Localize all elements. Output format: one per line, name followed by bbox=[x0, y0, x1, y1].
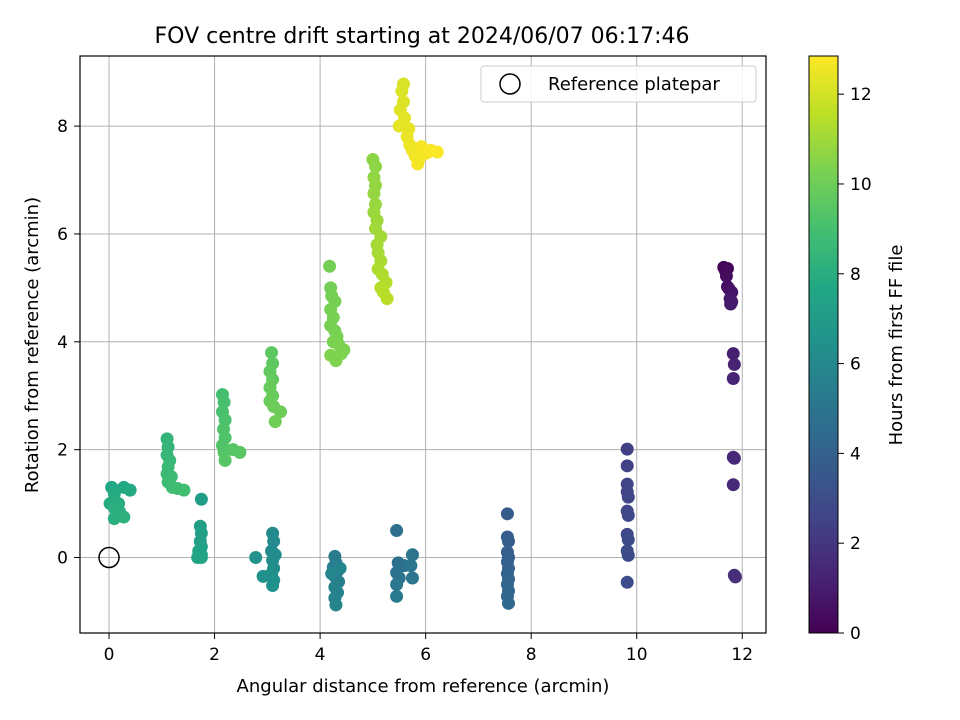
data-point bbox=[621, 490, 635, 504]
x-axis-ticks: 0 2 4 6 8 10 12 bbox=[104, 633, 753, 665]
y-axis-ticks: 0 2 4 6 8 bbox=[57, 117, 80, 569]
data-points bbox=[98, 77, 742, 612]
data-point bbox=[367, 187, 381, 201]
colorbar-ticks: 0 2 4 6 8 10 12 bbox=[838, 85, 872, 644]
data-point bbox=[620, 459, 634, 473]
y-axis-label: Rotation from reference (arcmin) bbox=[22, 197, 43, 493]
data-point bbox=[411, 157, 425, 171]
data-point bbox=[249, 551, 263, 565]
colorbar-tick-label: 10 bbox=[850, 175, 872, 195]
data-point bbox=[390, 524, 404, 538]
y-tick-label: 2 bbox=[57, 441, 68, 461]
x-tick-label: 12 bbox=[731, 645, 753, 665]
x-tick-label: 10 bbox=[626, 645, 648, 665]
reference-platepar-marker bbox=[98, 546, 120, 569]
grid-lines bbox=[80, 56, 766, 633]
x-tick-label: 0 bbox=[104, 645, 115, 665]
data-point bbox=[268, 415, 282, 429]
x-tick-label: 6 bbox=[420, 645, 431, 665]
y-tick-label: 8 bbox=[57, 117, 68, 137]
data-point bbox=[380, 292, 394, 306]
data-point bbox=[218, 453, 232, 467]
data-point bbox=[123, 483, 137, 497]
data-point bbox=[621, 548, 635, 562]
data-point bbox=[501, 534, 515, 548]
data-point bbox=[405, 548, 419, 562]
y-tick-label: 4 bbox=[57, 333, 68, 353]
data-point bbox=[395, 84, 409, 98]
colorbar-tick-label: 2 bbox=[850, 534, 861, 554]
plot-frame bbox=[79, 55, 767, 634]
colorbar-label: Hours from first FF file bbox=[886, 245, 907, 446]
data-point bbox=[265, 346, 279, 360]
data-point bbox=[256, 569, 270, 583]
x-axis-label: Angular distance from reference (arcmin) bbox=[237, 676, 610, 697]
data-point bbox=[117, 510, 131, 524]
data-point bbox=[369, 160, 383, 174]
colorbar-tick-label: 0 bbox=[850, 624, 861, 644]
colorbar-tick-label: 6 bbox=[850, 355, 861, 375]
data-point bbox=[233, 445, 247, 459]
data-point bbox=[724, 297, 738, 311]
y-tick-label: 0 bbox=[57, 549, 68, 569]
data-point bbox=[727, 357, 741, 371]
data-point bbox=[727, 451, 741, 465]
data-point bbox=[274, 405, 288, 419]
data-point bbox=[500, 507, 514, 521]
y-tick-label: 6 bbox=[57, 225, 68, 245]
legend-box bbox=[480, 65, 757, 103]
data-point bbox=[390, 589, 404, 603]
data-point bbox=[620, 575, 634, 589]
data-point bbox=[107, 487, 121, 501]
colorbar-tick-label: 8 bbox=[850, 265, 861, 285]
data-point bbox=[405, 571, 419, 585]
data-point bbox=[726, 347, 740, 361]
data-point bbox=[404, 559, 418, 573]
x-tick-label: 4 bbox=[315, 645, 326, 665]
data-point bbox=[719, 269, 733, 283]
data-point bbox=[325, 567, 339, 581]
data-point bbox=[621, 533, 635, 547]
data-point bbox=[726, 478, 740, 492]
data-point bbox=[621, 508, 635, 522]
data-point bbox=[726, 371, 740, 385]
colorbar-tick-label: 4 bbox=[850, 444, 861, 464]
data-point bbox=[323, 259, 337, 273]
legend-marker-reference bbox=[499, 73, 521, 95]
data-point bbox=[728, 570, 742, 584]
data-point bbox=[390, 577, 404, 591]
colorbar: 0 2 4 6 8 10 12 Hours from first FF file bbox=[808, 55, 907, 644]
legend-label-reference: Reference platepar bbox=[548, 74, 720, 95]
data-point bbox=[620, 442, 634, 456]
data-point bbox=[267, 534, 281, 548]
chart-title: FOV centre drift starting at 2024/06/07 … bbox=[155, 24, 690, 49]
x-tick-label: 2 bbox=[209, 645, 220, 665]
data-point bbox=[329, 598, 343, 612]
data-point bbox=[501, 596, 515, 610]
data-point bbox=[266, 579, 280, 593]
data-point bbox=[177, 483, 191, 497]
legend: Reference platepar bbox=[480, 65, 757, 103]
data-point bbox=[194, 551, 208, 565]
data-point bbox=[329, 354, 343, 368]
colorbar-gradient bbox=[808, 55, 839, 634]
data-point bbox=[194, 492, 208, 506]
colorbar-tick-label: 12 bbox=[850, 85, 872, 105]
data-point bbox=[430, 145, 444, 159]
data-point bbox=[217, 395, 231, 409]
x-tick-label: 8 bbox=[526, 645, 537, 665]
